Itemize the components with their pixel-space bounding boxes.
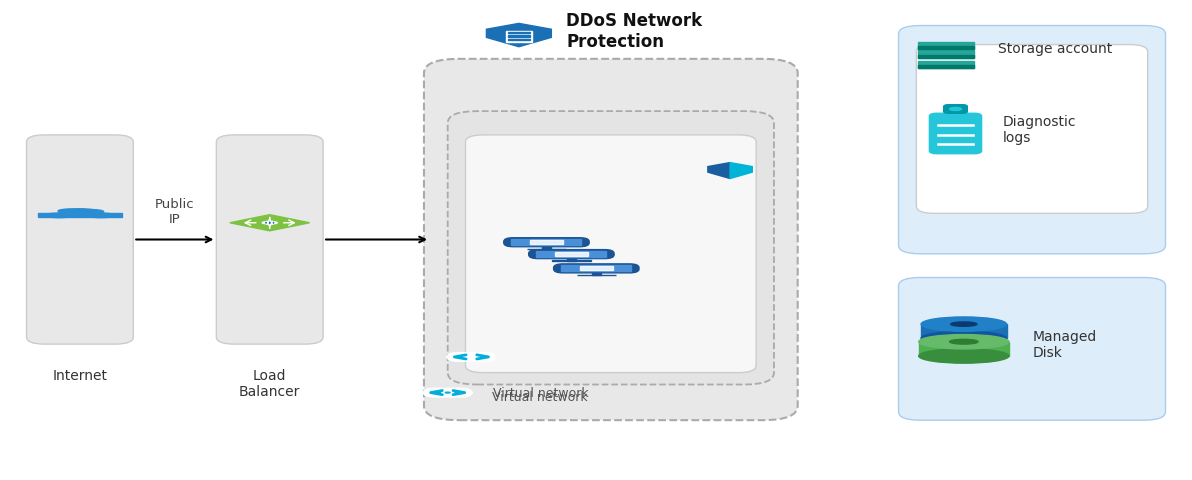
FancyBboxPatch shape [508,39,529,41]
FancyBboxPatch shape [919,342,1008,356]
Ellipse shape [262,222,278,225]
FancyBboxPatch shape [447,353,496,361]
Ellipse shape [79,210,104,214]
FancyBboxPatch shape [921,324,1006,339]
Ellipse shape [436,392,440,393]
FancyBboxPatch shape [930,114,981,155]
Ellipse shape [921,332,1006,346]
Ellipse shape [455,392,460,393]
FancyBboxPatch shape [577,275,615,276]
Text: Load
Balancer: Load Balancer [240,368,300,398]
FancyBboxPatch shape [899,26,1166,254]
FancyBboxPatch shape [552,261,590,262]
Polygon shape [230,215,310,231]
Ellipse shape [58,210,82,214]
Ellipse shape [266,223,274,224]
FancyBboxPatch shape [918,51,975,59]
FancyBboxPatch shape [508,33,529,35]
Ellipse shape [60,209,101,217]
Text: Virtual Machine
Scale Set: Virtual Machine Scale Set [544,152,678,184]
Ellipse shape [921,317,1006,332]
FancyBboxPatch shape [918,43,975,50]
FancyBboxPatch shape [536,251,607,257]
Text: Subnet: Subnet [516,351,560,364]
Text: Subnet: Subnet [515,355,559,368]
Ellipse shape [87,214,114,218]
Text: Public
IP: Public IP [155,198,194,226]
Polygon shape [708,163,730,179]
Ellipse shape [951,322,977,326]
FancyBboxPatch shape [448,112,774,384]
FancyBboxPatch shape [466,136,756,373]
FancyBboxPatch shape [423,388,472,397]
FancyBboxPatch shape [216,136,323,344]
FancyBboxPatch shape [504,238,589,247]
FancyBboxPatch shape [507,32,532,43]
FancyBboxPatch shape [553,264,639,273]
FancyBboxPatch shape [555,252,588,256]
Ellipse shape [919,349,1008,363]
FancyBboxPatch shape [424,60,797,420]
FancyBboxPatch shape [592,273,601,276]
FancyBboxPatch shape [581,266,613,271]
FancyBboxPatch shape [529,250,614,259]
FancyBboxPatch shape [899,278,1166,420]
Text: Diagnostic
logs: Diagnostic logs [1002,115,1076,145]
Text: DDoS Network
Protection: DDoS Network Protection [566,12,702,51]
FancyBboxPatch shape [542,247,551,249]
Ellipse shape [919,335,1008,349]
FancyBboxPatch shape [918,48,975,50]
FancyBboxPatch shape [944,106,968,114]
FancyBboxPatch shape [38,214,122,218]
FancyBboxPatch shape [918,56,975,59]
FancyBboxPatch shape [917,46,1148,214]
Ellipse shape [45,214,73,218]
Text: Virtual network: Virtual network [491,390,588,403]
Text: Internet: Internet [52,368,107,382]
Polygon shape [486,24,552,48]
FancyBboxPatch shape [530,240,563,244]
Polygon shape [730,163,752,179]
FancyBboxPatch shape [527,249,566,250]
Ellipse shape [950,108,962,111]
FancyBboxPatch shape [567,259,576,261]
Ellipse shape [950,340,977,345]
FancyBboxPatch shape [26,136,134,344]
FancyBboxPatch shape [918,61,975,69]
Text: Managed
Disk: Managed Disk [1032,329,1097,360]
FancyBboxPatch shape [508,36,529,37]
FancyBboxPatch shape [918,66,975,69]
FancyBboxPatch shape [511,239,582,245]
Text: Virtual network: Virtual network [492,386,589,399]
FancyBboxPatch shape [561,265,632,272]
Ellipse shape [446,392,451,393]
Text: Storage account: Storage account [998,42,1112,56]
